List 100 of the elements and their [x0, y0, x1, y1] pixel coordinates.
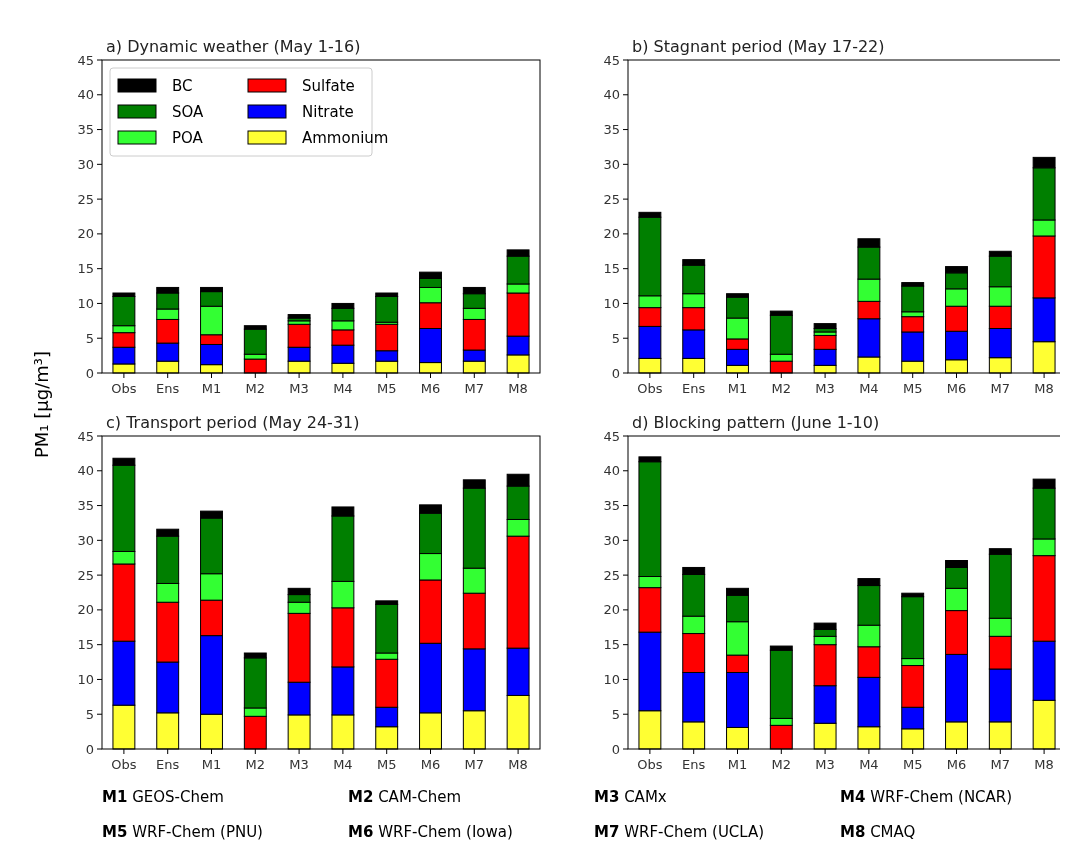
- x-tick-label: M8: [508, 757, 528, 772]
- legend-label: Ammonium: [302, 129, 389, 147]
- x-tick-label: M5: [376, 381, 397, 396]
- y-tick-label: 15: [603, 261, 620, 277]
- chart-title: d) Blocking pattern (June 1-10): [632, 413, 880, 432]
- y-tick-label: 10: [77, 295, 94, 311]
- x-tick-label: M3: [289, 757, 309, 772]
- x-tick-label: M5: [376, 757, 397, 772]
- x-tick-label: M2: [771, 757, 792, 772]
- y-tick-label: 30: [77, 156, 94, 172]
- y-tick-label: 25: [77, 191, 94, 207]
- x-tick-label: M7: [464, 381, 485, 396]
- x-tick-label: M1: [727, 381, 748, 396]
- x-tick-label: M6: [420, 757, 441, 772]
- x-tick-label: M6: [946, 757, 967, 772]
- text: M6 WRF-Chem (Iowa): [348, 823, 513, 841]
- y-tick-label: 45: [77, 428, 94, 444]
- x-tick-label: M2: [245, 381, 266, 396]
- y-tick-label: 5: [611, 330, 620, 346]
- x-tick-label: M4: [333, 381, 353, 396]
- chart-title: a) Dynamic weather (May 1-16): [106, 37, 361, 56]
- x-tick-label: M4: [333, 757, 353, 772]
- x-tick-label: M1: [201, 757, 222, 772]
- x-tick-label: M3: [815, 381, 835, 396]
- chart-title: c) Transport period (May 24-31): [106, 413, 360, 432]
- y-tick-label: 40: [603, 463, 620, 479]
- x-tick-label: M6: [420, 381, 441, 396]
- y-tick-label: 35: [603, 122, 620, 138]
- bar: [901, 285, 925, 313]
- y-tick-label: 25: [603, 191, 620, 207]
- x-tick-label: Ens: [682, 757, 706, 772]
- x-tick-label: M5: [902, 381, 923, 396]
- y-tick-label: 0: [85, 365, 94, 381]
- y-tick-label: 10: [77, 671, 94, 687]
- y-tick-label: 5: [85, 330, 94, 346]
- y-tick-label: 20: [77, 602, 94, 618]
- y-tick-label: 25: [603, 567, 620, 583]
- text: M8 CMAQ: [840, 823, 916, 841]
- x-tick-label: M7: [990, 381, 1011, 396]
- y-tick-label: 20: [77, 226, 94, 242]
- x-tick-label: M8: [1034, 381, 1054, 396]
- y-tick-label: 30: [603, 532, 620, 548]
- text: M2 CAM-Chem: [348, 788, 462, 806]
- x-tick-label: Obs: [111, 757, 137, 772]
- y-tick-label: 0: [85, 741, 94, 757]
- text: M5 WRF-Chem (PNU): [102, 823, 263, 841]
- y-tick-label: 35: [603, 498, 620, 514]
- legend-label: SOA: [172, 103, 205, 121]
- text: M7 WRF-Chem (UCLA): [594, 823, 765, 841]
- legend-label: POA: [172, 129, 204, 147]
- text: M3 CAMx: [594, 788, 667, 806]
- x-tick-label: Ens: [682, 381, 706, 396]
- y-tick-label: 0: [611, 365, 620, 381]
- x-tick-label: M2: [245, 757, 266, 772]
- y-tick-label: 20: [603, 602, 620, 618]
- y-tick-label: 45: [77, 52, 94, 68]
- text: M4 WRF-Chem (NCAR): [840, 788, 1013, 806]
- y-tick-label: 5: [611, 706, 620, 722]
- y-tick-label: 15: [603, 637, 620, 653]
- x-tick-label: M3: [815, 757, 835, 772]
- legend-label: Nitrate: [302, 103, 354, 121]
- x-tick-label: M2: [771, 381, 792, 396]
- y-tick-label: 40: [603, 87, 620, 103]
- y-tick-label: 0: [611, 741, 620, 757]
- y-tick-label: 5: [85, 706, 94, 722]
- x-tick-label: M7: [464, 757, 485, 772]
- y-tick-label: 25: [77, 567, 94, 583]
- y-tick-label: 45: [603, 52, 620, 68]
- y-tick-label: 35: [77, 498, 94, 514]
- chart-title: b) Stagnant period (May 17-22): [632, 37, 885, 56]
- y-tick-label: 15: [77, 261, 94, 277]
- bar: [375, 295, 399, 323]
- x-tick-label: M8: [508, 381, 528, 396]
- bar: [813, 323, 837, 329]
- x-tick-label: Ens: [156, 381, 180, 396]
- x-tick-label: M4: [859, 757, 879, 772]
- x-tick-label: M5: [902, 757, 923, 772]
- x-tick-label: Obs: [637, 757, 663, 772]
- x-tick-label: Obs: [111, 381, 137, 396]
- y-tick-label: 15: [77, 637, 94, 653]
- x-tick-label: M6: [946, 381, 967, 396]
- y-tick-label: 10: [603, 295, 620, 311]
- legend-label: BC: [172, 77, 193, 95]
- y-tick-label: 20: [603, 226, 620, 242]
- y-tick-label: 40: [77, 463, 94, 479]
- x-tick-label: M3: [289, 381, 309, 396]
- y-tick-label: 40: [77, 87, 94, 103]
- y-axis-title: PM₁ [μg/m³]: [31, 350, 52, 459]
- y-tick-label: 35: [77, 122, 94, 138]
- y-tick-label: 30: [77, 532, 94, 548]
- legend-label: Sulfate: [302, 77, 355, 95]
- x-tick-label: M4: [859, 381, 879, 396]
- x-tick-label: Obs: [637, 381, 663, 396]
- bar: [813, 327, 837, 333]
- x-tick-label: M1: [727, 757, 748, 772]
- x-tick-label: M1: [201, 381, 222, 396]
- x-tick-label: M8: [1034, 757, 1054, 772]
- x-tick-label: M7: [990, 757, 1011, 772]
- x-tick-label: Ens: [156, 757, 180, 772]
- y-tick-label: 10: [603, 671, 620, 687]
